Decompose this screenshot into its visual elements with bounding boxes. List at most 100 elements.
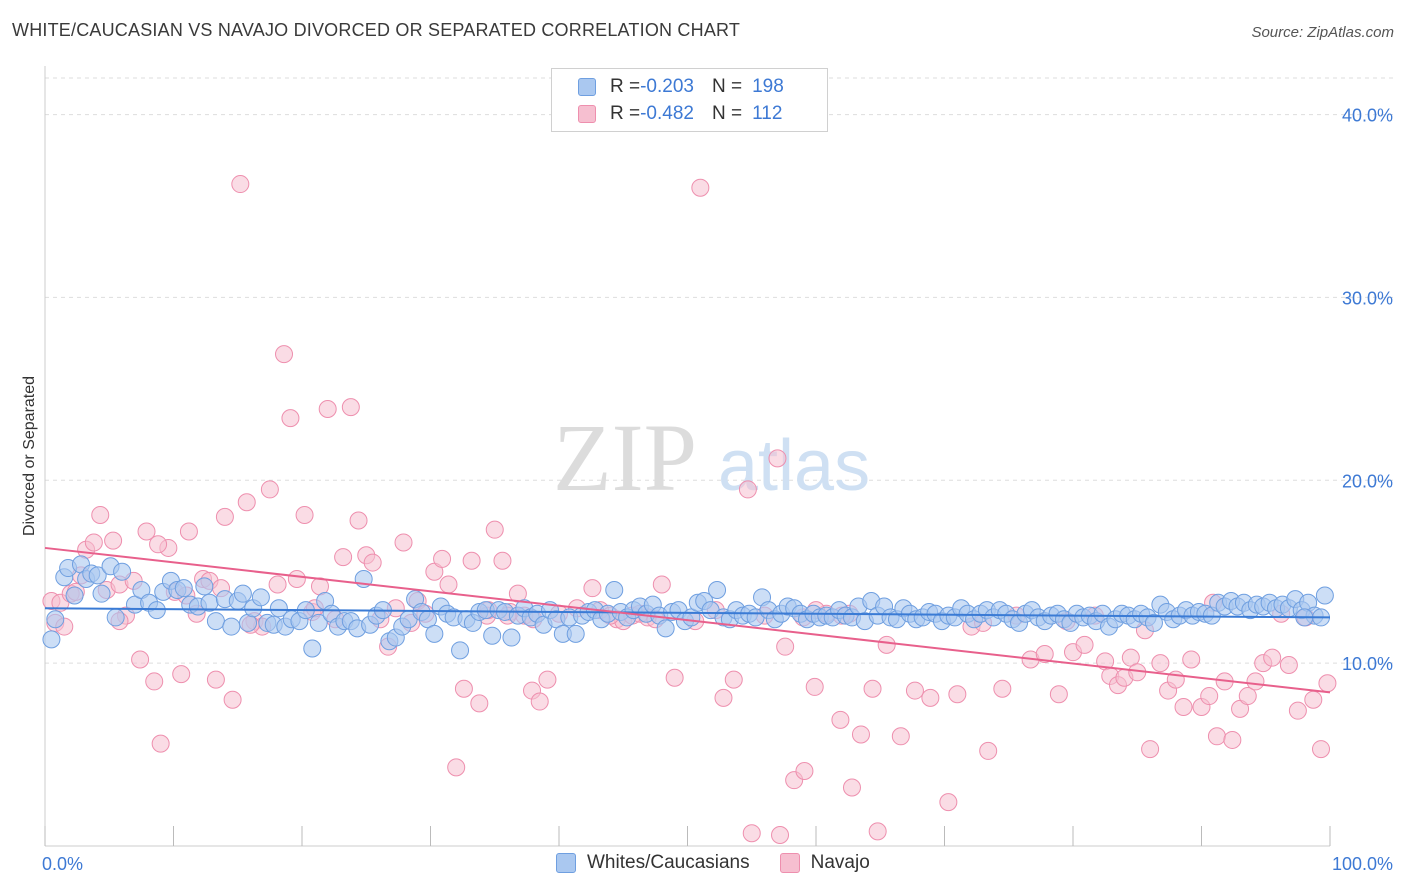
navajo-point: [470, 694, 489, 713]
navajo-point: [179, 522, 198, 541]
navajo-point: [948, 685, 967, 704]
series-legend-navajo: Navajo: [779, 852, 870, 874]
whites-point: [222, 617, 241, 636]
series-legend-whites: Whites/Caucasians: [556, 852, 750, 874]
legend-n-label: N =: [711, 76, 743, 97]
navajo-point: [530, 692, 549, 711]
legend-swatch-blue: [556, 853, 576, 873]
navajo-point: [433, 549, 452, 568]
navajo-point: [215, 507, 234, 526]
legend-n-value: 112: [752, 103, 783, 124]
navajo-point: [237, 493, 256, 512]
navajo-point: [665, 668, 684, 687]
navajo-point: [295, 506, 314, 525]
navajo-point: [831, 710, 850, 729]
whites-point: [1144, 613, 1163, 632]
legend-r-label: R =: [610, 103, 641, 124]
whites-point: [425, 624, 444, 643]
navajo-point: [868, 822, 887, 841]
navajo-point: [776, 637, 795, 656]
navajo-point: [1223, 730, 1242, 749]
whites-point: [106, 608, 125, 627]
navajo-point: [891, 727, 910, 746]
navajo-point: [439, 575, 458, 594]
navajo-point: [795, 762, 814, 781]
whites-point: [502, 628, 521, 647]
navajo-point: [149, 535, 168, 554]
x-tick-label: 100.0%: [1332, 854, 1393, 874]
whites-point: [1315, 586, 1334, 605]
navajo-point: [691, 178, 710, 197]
navajo-point: [583, 579, 602, 598]
legend-r-label: R =: [610, 76, 641, 97]
navajo-point: [714, 688, 733, 707]
series-legend-label: Navajo: [810, 852, 870, 873]
trend-lines: [44, 546, 1331, 694]
whites-point: [65, 586, 84, 605]
navajo-point: [851, 725, 870, 744]
navajo-point: [921, 688, 940, 707]
legend-r-value: -0.203: [640, 76, 694, 97]
grid-lines: [45, 77, 1395, 664]
navajo-point: [1304, 690, 1323, 709]
whites-point: [269, 599, 288, 618]
whites-point: [233, 584, 252, 603]
navajo-point: [877, 635, 896, 654]
whites-point: [206, 612, 225, 631]
navajo-point: [318, 399, 337, 418]
navajo-point: [1207, 727, 1226, 746]
navajo-point: [275, 345, 294, 364]
series-legend: Whites/Caucasians Navajo: [556, 852, 900, 874]
whites-point: [42, 630, 61, 649]
legend-n-label: N =: [711, 103, 743, 124]
legend-n-value: 198: [752, 76, 784, 97]
whites-point: [309, 613, 328, 632]
navajo-point: [145, 672, 164, 691]
whites-point: [46, 610, 65, 629]
navajo-point: [771, 826, 790, 845]
navajo-point: [1318, 674, 1337, 693]
navajo-point: [394, 533, 413, 552]
navajo-point: [805, 677, 824, 696]
navajo-point: [334, 548, 353, 567]
navajo-point: [91, 506, 110, 525]
legend-r-value: -0.482: [640, 103, 694, 124]
navajo-point: [1200, 687, 1219, 706]
y-tick-label: 10.0%: [1342, 654, 1393, 674]
navajo-point: [652, 575, 671, 594]
navajo-point: [993, 679, 1012, 698]
navajo-point: [724, 670, 743, 689]
series-legend-label: Whites/Caucasians: [587, 852, 750, 873]
navajo-point: [1174, 698, 1193, 717]
whites-point: [708, 581, 727, 599]
navajo-trend-line: [44, 546, 1331, 694]
navajo-point: [104, 531, 123, 550]
navajo-point: [863, 679, 882, 698]
navajo-point: [268, 575, 287, 594]
navajo-point: [363, 553, 382, 572]
navajo-point: [447, 758, 466, 777]
correlation-legend: R = -0.203 N = 198 R = -0.482 N = 112: [551, 68, 828, 132]
navajo-point: [151, 734, 170, 753]
source-label: Source: ZipAtlas.com: [1251, 24, 1394, 41]
whites-point: [251, 588, 270, 607]
navajo-point: [485, 520, 504, 539]
navajo-point: [1182, 650, 1201, 669]
legend-swatch-pink: [779, 853, 800, 873]
navajo-point: [260, 480, 279, 499]
navajo-point: [1151, 654, 1170, 673]
navajo-point: [1035, 645, 1054, 663]
navajo-point: [137, 522, 156, 541]
whites-point: [303, 639, 322, 658]
navajo-point: [1246, 672, 1265, 691]
tick-labels: 10.0% 20.0% 30.0% 40.0% 0.0% 100.0%: [42, 106, 1393, 874]
whites-point: [113, 562, 132, 581]
whites-point: [174, 579, 193, 598]
navajo-point: [842, 778, 861, 797]
navajo-point: [979, 741, 998, 760]
navajo-point: [281, 409, 300, 428]
navajo-point: [742, 824, 761, 843]
navajo-point: [738, 480, 757, 499]
navajo-point: [341, 398, 360, 417]
